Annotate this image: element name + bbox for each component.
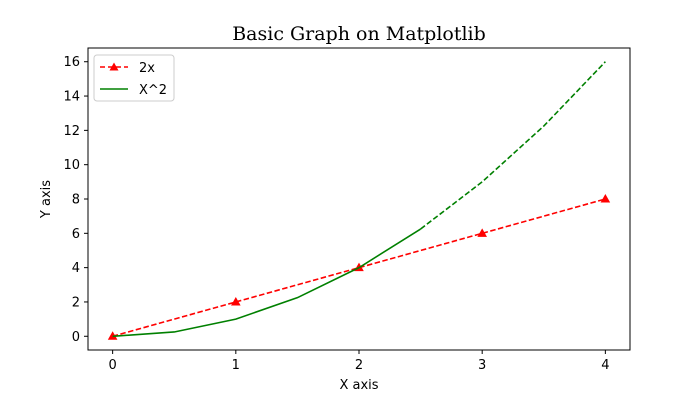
y-tick-label: 4 [72,261,80,276]
x-tick-label: 1 [232,358,240,373]
legend: 2x X^2 [93,54,175,102]
series-x-squared-extension-line [420,61,606,230]
x-tick-label: 3 [478,358,486,373]
legend-marker-2x [109,62,119,71]
y-tick-label: 6 [72,227,80,242]
y-axis-ticks: 0 2 4 6 8 10 12 14 16 [63,55,88,345]
data-point-marker [600,194,611,203]
chart-title: Basic Graph on Matplotlib [232,23,486,45]
series-x-squared-line [112,228,422,338]
y-tick-label: 16 [63,55,80,70]
data-point-marker [477,228,487,237]
legend-label-x-squared: X^2 [139,83,167,98]
y-tick-label: 0 [72,330,80,345]
y-tick-label: 10 [63,158,80,173]
legend-entry-x-squared: X^2 [100,83,167,98]
y-tick-label: 8 [72,193,80,208]
series-2x-line [112,198,606,338]
x-tick-label: 0 [108,358,116,373]
y-tick-label: 14 [63,90,80,105]
x-tick-label: 2 [355,358,363,373]
x-axis-label: X axis [339,378,378,393]
y-tick-label: 2 [72,295,80,310]
series-layer [107,61,611,340]
data-point-marker [231,296,241,306]
legend-entry-2x: 2x [100,61,155,76]
x-tick-label: 4 [601,358,609,373]
y-tick-label: 12 [63,124,80,139]
y-axis-label: Y axis [39,180,54,219]
legend-label-2x: 2x [139,61,155,76]
x-axis-ticks: 0 1 2 3 4 [108,350,610,373]
